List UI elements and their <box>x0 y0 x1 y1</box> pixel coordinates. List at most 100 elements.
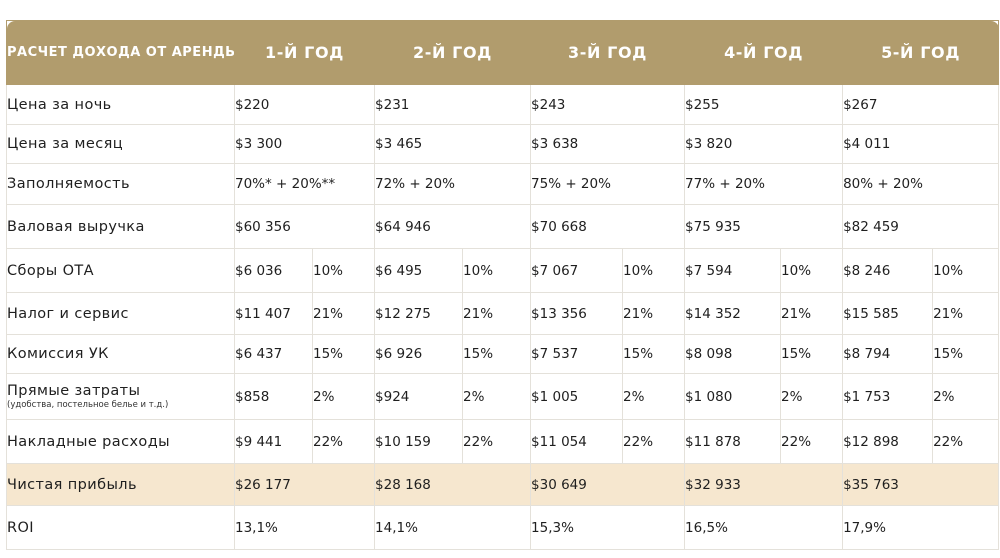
percent-year-3: 15% <box>622 334 686 374</box>
value-year-4: $8 098 <box>684 334 782 374</box>
value-year-1: $6 437 <box>234 334 313 374</box>
percent-year-3: 2% <box>622 373 686 420</box>
table-title: РАСЧЕТ ДОХОДА ОТ АРЕНДЫ В ГОД <box>6 20 235 85</box>
value-year-2: $3 465 <box>374 124 532 164</box>
value-year-3: $13 356 <box>530 292 624 335</box>
row-price-per-month: Цена за месяц $3 300 $3 465 $3 638 $3 82… <box>6 124 1000 164</box>
percent-year-1: 22% <box>311 419 376 464</box>
percent-year-3: 21% <box>622 292 686 335</box>
percent-year-4: 2% <box>780 373 844 420</box>
value-year-1: $858 <box>234 373 313 420</box>
value-year-2: $231 <box>374 84 532 125</box>
value-year-4: $7 594 <box>684 248 782 293</box>
value-year-2: $6 495 <box>374 248 464 293</box>
percent-year-3: 10% <box>622 248 686 293</box>
value-year-2: $10 159 <box>374 419 464 464</box>
value-year-4: 77% + 20% <box>684 163 844 205</box>
value-year-3: $1 005 <box>530 373 624 420</box>
percent-year-2: 22% <box>462 419 532 464</box>
value-year-4: $3 820 <box>684 124 844 164</box>
row-label: Цена за ночь <box>6 84 235 125</box>
percent-year-2: 21% <box>462 292 532 335</box>
value-year-4: $75 935 <box>684 204 844 249</box>
value-year-5: $8 246 <box>842 248 934 293</box>
row-label: Комиссия УК <box>6 334 235 374</box>
row-tax-service: Налог и сервис $11 407 21% $12 275 21% $… <box>6 292 1000 335</box>
value-year-5: 17,9% <box>842 505 1000 550</box>
row-label: Цена за месяц <box>6 124 235 164</box>
year-1-header: 1-Й ГОД <box>233 20 376 85</box>
value-year-3: 15,3% <box>530 505 686 550</box>
percent-year-2: 2% <box>462 373 532 420</box>
row-label: Чистая прибыль <box>6 463 235 506</box>
value-year-1: 13,1% <box>233 505 376 550</box>
value-year-3: $7 067 <box>530 248 624 293</box>
percent-year-5: 15% <box>932 334 1000 374</box>
rental-income-table: РАСЧЕТ ДОХОДА ОТ АРЕНДЫ В ГОД 1-Й ГОД 2-… <box>6 20 1000 550</box>
header-row: РАСЧЕТ ДОХОДА ОТ АРЕНДЫ В ГОД 1-Й ГОД 2-… <box>6 20 1000 85</box>
percent-year-4: 22% <box>780 419 844 464</box>
percent-year-1: 10% <box>311 248 376 293</box>
value-year-3: $3 638 <box>530 124 686 164</box>
year-5-header: 5-Й ГОД <box>842 20 1000 85</box>
row-label-note: (удобства, постельное белье и т.д.) <box>7 400 169 410</box>
percent-year-1: 2% <box>311 373 376 420</box>
value-year-4: 16,5% <box>684 505 844 550</box>
percent-year-4: 15% <box>780 334 844 374</box>
value-year-2: 72% + 20% <box>374 163 532 205</box>
percent-year-2: 15% <box>462 334 532 374</box>
percent-year-5: 2% <box>932 373 1000 420</box>
row-net-profit: Чистая прибыль $26 177 $28 168 $30 649 $… <box>6 463 1000 506</box>
value-year-5: $35 763 <box>842 463 1000 506</box>
row-ota-fees: Сборы ОТА $6 036 10% $6 495 10% $7 067 1… <box>6 248 1000 293</box>
value-year-5: $15 585 <box>842 292 934 335</box>
value-year-3: $11 054 <box>530 419 624 464</box>
value-year-2: $924 <box>374 373 464 420</box>
percent-year-4: 21% <box>780 292 844 335</box>
year-3-header: 3-Й ГОД <box>530 20 686 85</box>
value-year-1: $60 356 <box>233 204 376 249</box>
value-year-5: $1 753 <box>842 373 934 420</box>
value-year-5: 80% + 20% <box>842 163 1000 205</box>
row-label-main: Прямые затраты <box>7 383 141 399</box>
percent-year-5: 22% <box>932 419 1000 464</box>
value-year-3: 75% + 20% <box>530 163 686 205</box>
value-year-4: $11 878 <box>684 419 782 464</box>
percent-year-4: 10% <box>780 248 844 293</box>
value-year-1: $9 441 <box>234 419 313 464</box>
percent-year-2: 10% <box>462 248 532 293</box>
value-year-4: $1 080 <box>684 373 782 420</box>
row-label: Прямые затраты (удобства, постельное бел… <box>6 373 235 420</box>
percent-year-5: 10% <box>932 248 1000 293</box>
percent-year-3: 22% <box>622 419 686 464</box>
value-year-5: $8 794 <box>842 334 934 374</box>
value-year-5: $4 011 <box>842 124 1000 164</box>
row-occupancy: Заполняемость 70%* + 20%** 72% + 20% 75%… <box>6 163 1000 205</box>
value-year-2: 14,1% <box>374 505 532 550</box>
row-roi: ROI 13,1% 14,1% 15,3% 16,5% 17,9% <box>6 505 1000 550</box>
percent-year-5: 21% <box>932 292 1000 335</box>
value-year-5: $82 459 <box>842 204 1000 249</box>
value-year-5: $267 <box>842 84 1000 125</box>
value-year-4: $255 <box>684 84 844 125</box>
year-2-header: 2-Й ГОД <box>374 20 532 85</box>
value-year-2: $12 275 <box>374 292 464 335</box>
value-year-2: $64 946 <box>374 204 532 249</box>
value-year-1: $3 300 <box>233 124 376 164</box>
value-year-1: $6 036 <box>234 248 313 293</box>
row-overhead: Накладные расходы $9 441 22% $10 159 22%… <box>6 419 1000 464</box>
percent-year-1: 15% <box>311 334 376 374</box>
value-year-3: $30 649 <box>530 463 686 506</box>
row-label: Налог и сервис <box>6 292 235 335</box>
value-year-3: $70 668 <box>530 204 686 249</box>
row-label: Сборы ОТА <box>6 248 235 293</box>
value-year-2: $28 168 <box>374 463 532 506</box>
row-price-per-night: Цена за ночь $220 $231 $243 $255 $267 <box>6 84 1000 125</box>
row-label: Заполняемость <box>6 163 235 205</box>
value-year-4: $32 933 <box>684 463 844 506</box>
value-year-4: $14 352 <box>684 292 782 335</box>
value-year-5: $12 898 <box>842 419 934 464</box>
percent-year-1: 21% <box>311 292 376 335</box>
row-gross-revenue: Валовая выручка $60 356 $64 946 $70 668 … <box>6 204 1000 249</box>
value-year-1: $220 <box>233 84 376 125</box>
